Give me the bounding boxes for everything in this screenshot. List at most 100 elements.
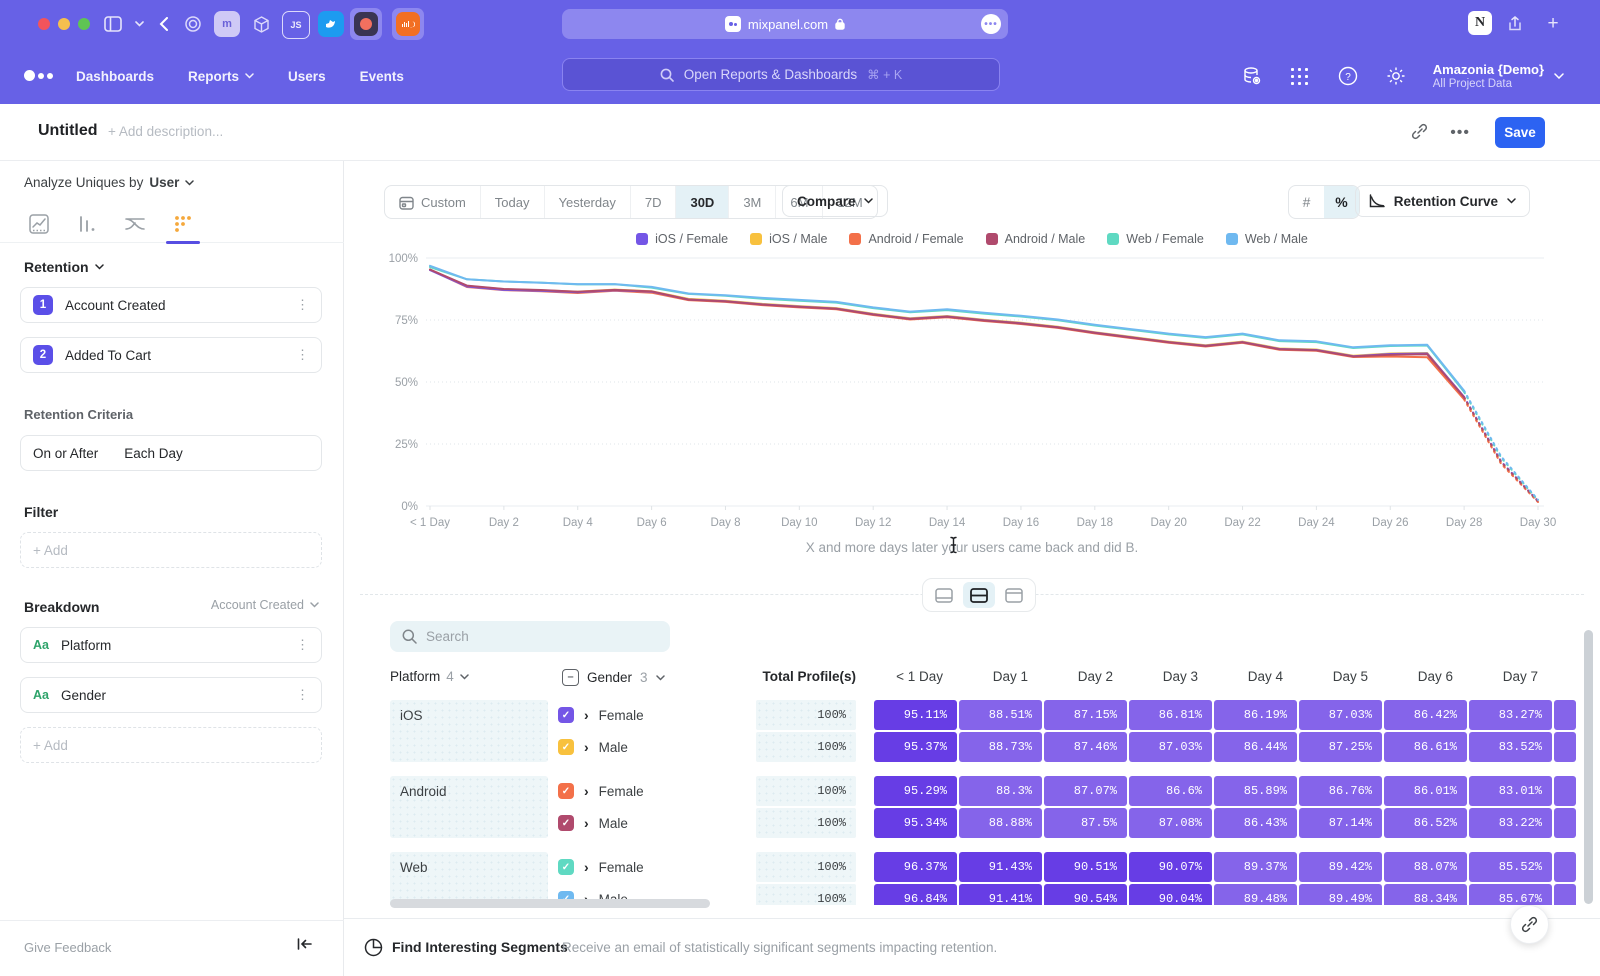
- criteria-on-or-after[interactable]: On or After: [33, 445, 99, 461]
- kebab-menu-icon[interactable]: ⋮: [296, 297, 309, 312]
- unit-percent[interactable]: %: [1324, 186, 1359, 218]
- retention-value-cell[interactable]: 95.37%: [874, 732, 957, 762]
- retention-value-cell[interactable]: 89.42%: [1299, 852, 1382, 882]
- retention-value-cell[interactable]: 90.54%: [1044, 884, 1127, 905]
- platform-cell[interactable]: Android: [390, 776, 548, 838]
- chart-type-selector[interactable]: Retention Curve: [1354, 185, 1530, 217]
- more-options-icon[interactable]: •••: [1450, 124, 1470, 141]
- retention-value-cell[interactable]: 86.6%: [1129, 776, 1212, 806]
- nav-link-users[interactable]: Users: [288, 69, 326, 84]
- retention-value-cell[interactable]: 90.51%: [1044, 852, 1127, 882]
- project-switcher[interactable]: Amazonia {Demo} All Project Data: [1433, 62, 1564, 91]
- day-column-header[interactable]: Day 2: [1077, 669, 1113, 684]
- retention-value-cell[interactable]: 85.52%: [1469, 852, 1552, 882]
- retention-value-cell[interactable]: 86.61%: [1384, 732, 1467, 762]
- nav-link-dashboards[interactable]: Dashboards: [76, 69, 154, 84]
- give-feedback-link[interactable]: Give Feedback: [24, 940, 112, 955]
- select-all-checkbox-indeterminate[interactable]: –: [562, 669, 579, 686]
- retention-value-cell[interactable]: 85.89%: [1214, 776, 1297, 806]
- legend-item[interactable]: Android / Female: [849, 232, 964, 246]
- range-button-custom[interactable]: Custom: [385, 186, 481, 218]
- retention-value-cell[interactable]: 91.43%: [959, 852, 1042, 882]
- retention-value-cell[interactable]: 88.34%: [1384, 884, 1467, 905]
- retention-value-cell[interactable]: 87.14%: [1299, 808, 1382, 838]
- retention-value-cell[interactable]: 87.15%: [1044, 700, 1127, 730]
- retention-value-cell[interactable]: 85.67%: [1469, 884, 1552, 905]
- day-column-header[interactable]: < 1 Day: [896, 669, 943, 684]
- range-button-today[interactable]: Today: [481, 186, 545, 218]
- retention-value-cell[interactable]: 88.07%: [1384, 852, 1467, 882]
- breakdown-add-button[interactable]: + Add: [20, 727, 322, 763]
- retention-value-cell[interactable]: 95.11%: [874, 700, 957, 730]
- retention-value-cell[interactable]: 86.43%: [1214, 808, 1297, 838]
- range-button-30d[interactable]: 30D: [676, 186, 730, 218]
- retention-value-cell[interactable]: 91.41%: [959, 884, 1042, 905]
- nav-link-events[interactable]: Events: [360, 69, 404, 84]
- range-button-3m[interactable]: 3M: [729, 186, 777, 218]
- total-profiles-header[interactable]: Total Profile(s): [762, 669, 856, 684]
- notion-icon[interactable]: N: [1468, 11, 1492, 35]
- retention-value-cell[interactable]: 89.48%: [1214, 884, 1297, 905]
- sidebar-toggle-icon[interactable]: [100, 11, 126, 37]
- help-icon[interactable]: ?: [1337, 65, 1359, 87]
- recorder-extension-highlight[interactable]: [350, 8, 382, 40]
- collapse-sidebar-icon[interactable]: [297, 938, 312, 950]
- mixpanel-logo[interactable]: [24, 70, 53, 81]
- copy-link-icon[interactable]: [1411, 123, 1428, 140]
- expand-chevron-icon[interactable]: ›: [584, 859, 589, 875]
- legend-item[interactable]: Android / Male: [985, 232, 1085, 246]
- gender-cell[interactable]: ✓ › Male: [558, 739, 748, 755]
- retention-value-cell[interactable]: 86.19%: [1214, 700, 1297, 730]
- row-checkbox-checked[interactable]: ✓: [558, 815, 574, 831]
- analyze-value[interactable]: User: [149, 175, 180, 190]
- report-title[interactable]: Untitled: [38, 122, 98, 139]
- retention-value-cell[interactable]: 86.44%: [1214, 732, 1297, 762]
- kebab-menu-icon[interactable]: ⋮: [296, 347, 309, 362]
- vertical-scrollbar[interactable]: [1584, 630, 1593, 904]
- retention-step-1[interactable]: 1 Account Created ⋮: [20, 287, 322, 323]
- retention-value-cell[interactable]: 87.25%: [1299, 732, 1382, 762]
- breakdown-scope-select[interactable]: Account Created: [211, 598, 319, 612]
- chevron-down-icon[interactable]: [126, 11, 152, 37]
- soundcloud-tile[interactable]: [392, 8, 424, 40]
- expand-chevron-icon[interactable]: ›: [584, 707, 589, 723]
- global-search[interactable]: Open Reports & Dashboards ⌘ + K: [562, 58, 1000, 91]
- gender-column-header[interactable]: – Gender 3: [562, 669, 665, 686]
- nav-link-reports[interactable]: Reports: [188, 69, 254, 84]
- breakdown-item-platform[interactable]: Aa Platform ⋮: [20, 627, 322, 663]
- target-icon[interactable]: [180, 11, 206, 37]
- minimize-window-icon[interactable]: [58, 18, 70, 30]
- day-column-header[interactable]: Day 3: [1162, 669, 1198, 684]
- url-bar[interactable]: mixpanel.com •••: [562, 9, 1008, 39]
- tab-flow[interactable]: [124, 213, 146, 235]
- retention-value-cell[interactable]: 90.04%: [1129, 884, 1212, 905]
- retention-value-cell[interactable]: 83.52%: [1469, 732, 1552, 762]
- platform-column-header[interactable]: Platform 4: [390, 669, 469, 684]
- new-tab-icon[interactable]: +: [1547, 13, 1559, 34]
- range-button-12m[interactable]: 12M: [823, 186, 876, 218]
- cube-icon[interactable]: [248, 11, 274, 37]
- retention-value-cell[interactable]: 90.07%: [1129, 852, 1212, 882]
- unit-number[interactable]: #: [1302, 194, 1311, 210]
- analyze-uniques-row[interactable]: Analyze Uniques by User: [24, 175, 195, 190]
- maximize-window-icon[interactable]: [78, 18, 90, 30]
- legend-item[interactable]: iOS / Female: [636, 232, 728, 246]
- retention-value-cell[interactable]: 87.46%: [1044, 732, 1127, 762]
- share-icon[interactable]: [1502, 11, 1528, 37]
- day-column-header[interactable]: Day 7: [1502, 669, 1538, 684]
- retention-value-cell[interactable]: 83.27%: [1469, 700, 1552, 730]
- gender-cell[interactable]: ✓ › Female: [558, 707, 748, 723]
- tab-retention-active[interactable]: [166, 213, 200, 244]
- retention-value-cell[interactable]: 96.84%: [874, 884, 957, 905]
- day-column-header[interactable]: Day 6: [1417, 669, 1453, 684]
- retention-value-cell[interactable]: 87.07%: [1044, 776, 1127, 806]
- retention-step-2[interactable]: 2 Added To Cart ⋮: [20, 337, 322, 373]
- filter-add-button[interactable]: + Add: [20, 532, 322, 568]
- retention-value-cell[interactable]: 83.22%: [1469, 808, 1552, 838]
- expand-chevron-icon[interactable]: ›: [584, 815, 589, 831]
- compare-button[interactable]: Compare: [782, 185, 888, 217]
- expand-chevron-icon[interactable]: ›: [584, 783, 589, 799]
- range-button-yesterday[interactable]: Yesterday: [545, 186, 631, 218]
- apps-grid-icon[interactable]: [1289, 65, 1311, 87]
- retention-value-cell[interactable]: 87.03%: [1299, 700, 1382, 730]
